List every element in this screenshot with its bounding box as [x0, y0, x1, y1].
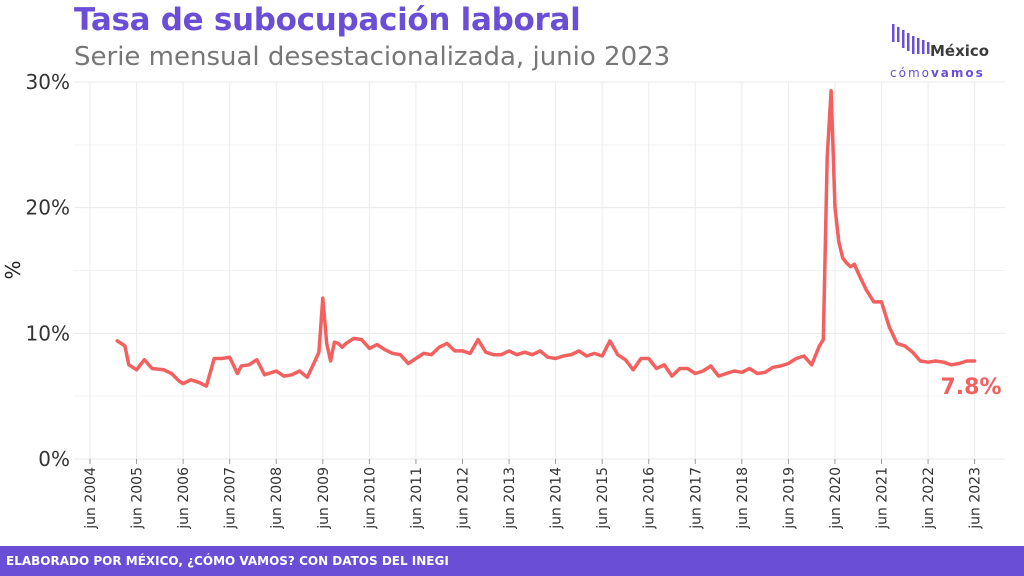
- chart-subtitle: Serie mensual desestacionalizada, junio …: [74, 42, 671, 72]
- footer-credit: ELABORADO POR MÉXICO, ¿CÓMO VAMOS? CON D…: [6, 554, 449, 568]
- x-tick-label: jun 2012: [455, 467, 471, 530]
- y-axis: 0% 10% 20% 30%: [26, 70, 70, 471]
- x-tick-label: jun 2015: [595, 467, 611, 530]
- mexico-como-vamos-logo: México cómovamos: [890, 22, 1010, 82]
- line-chart: 0%10%20%30% jun 2004 jun 2005 jun 2006 jun …: [1, 70, 1005, 530]
- x-tick-label: jun 2023: [968, 467, 984, 530]
- x-tick-label: jun 2004: [83, 467, 99, 530]
- x-tick-label: jun 2018: [735, 467, 751, 530]
- end-value-label: 7.8%: [940, 375, 1001, 400]
- x-tick-label: jun 2007: [223, 467, 239, 530]
- x-tick-label: jun 2019: [781, 467, 797, 530]
- logo-brand-como-vamos: cómovamos: [890, 66, 985, 80]
- y-axis-label: %: [1, 260, 25, 279]
- y-tick-label: 0%: [38, 447, 70, 471]
- grid-lines: [74, 81, 1005, 460]
- series-group: [115, 89, 977, 388]
- x-tick-label: jun 2022: [921, 467, 937, 530]
- x-tick-label: jun 2005: [130, 467, 146, 530]
- x-tick-label: jun 2020: [828, 467, 844, 530]
- logo-brand-mexico: México: [930, 42, 990, 60]
- footer-bar: ELABORADO POR MÉXICO, ¿CÓMO VAMOS? CON D…: [0, 546, 1024, 576]
- x-tick-label: jun 2013: [502, 467, 518, 530]
- series-line: [115, 89, 977, 388]
- y-tick-label: 20%: [26, 196, 70, 220]
- x-tick-label: jun 2021: [875, 467, 891, 530]
- chart-title: Tasa de subocupación laboral: [74, 2, 581, 38]
- x-tick-label: jun 2011: [409, 467, 425, 530]
- x-tick-label: jun 2014: [549, 467, 565, 530]
- x-tick-label: jun 2016: [642, 467, 658, 530]
- logo-brand-como: cómo: [890, 66, 931, 80]
- x-tick-label: jun 2010: [362, 467, 378, 530]
- logo-brand-vamos: vamos: [930, 66, 985, 80]
- y-tick-label: 10%: [26, 321, 70, 345]
- x-axis: jun 2004 jun 2005 jun 2006 jun 2007 jun 2008…: [83, 459, 984, 530]
- x-tick-label: jun 2006: [176, 467, 192, 530]
- x-tick-label: jun 2009: [316, 467, 332, 530]
- x-tick-label: jun 2008: [269, 467, 285, 530]
- y-tick-label: 30%: [26, 70, 70, 94]
- x-tick-label: jun 2017: [688, 467, 704, 530]
- logo-bars-icon: [892, 24, 930, 54]
